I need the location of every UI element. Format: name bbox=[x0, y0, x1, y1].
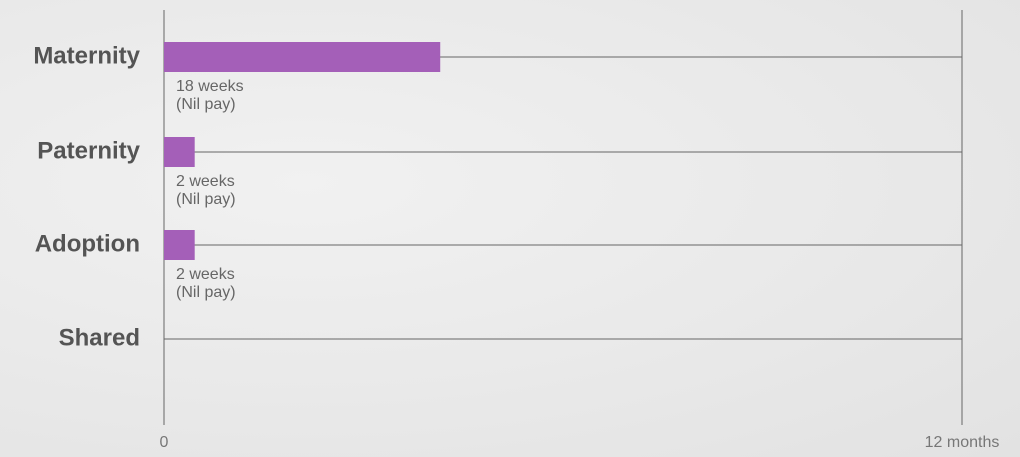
value-note: (Nil pay) bbox=[176, 96, 236, 113]
bar bbox=[164, 42, 441, 72]
category-label: Paternity bbox=[37, 137, 140, 164]
value-label: 2 weeks bbox=[176, 173, 235, 190]
value-label: 2 weeks bbox=[176, 266, 235, 283]
bar bbox=[164, 137, 195, 167]
bar bbox=[164, 230, 195, 260]
x-tick-label: 0 bbox=[160, 434, 169, 451]
x-tick-label: 12 months bbox=[925, 434, 1000, 451]
value-note: (Nil pay) bbox=[176, 191, 236, 208]
category-label: Adoption bbox=[35, 230, 140, 257]
value-label: 18 weeks bbox=[176, 78, 244, 95]
category-label: Shared bbox=[59, 324, 140, 351]
value-note: (Nil pay) bbox=[176, 284, 236, 301]
category-label: Maternity bbox=[33, 42, 140, 69]
